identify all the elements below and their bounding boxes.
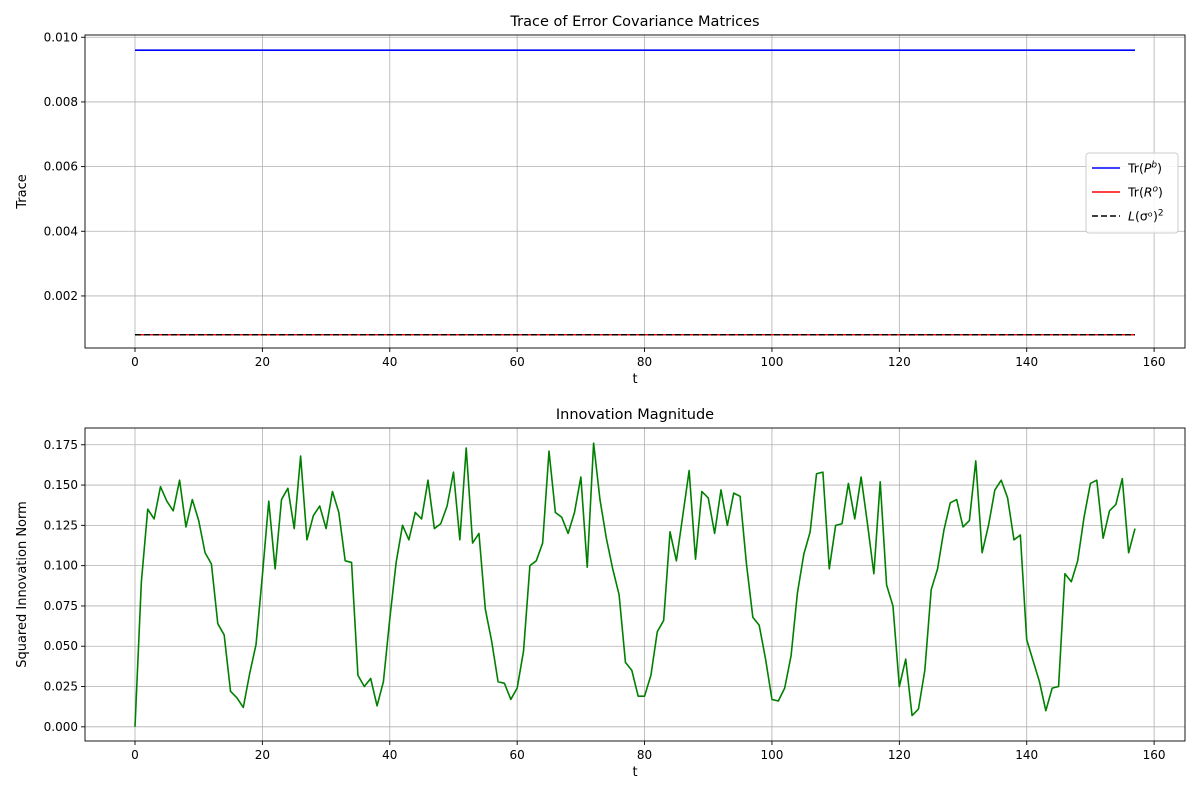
x-tick-label: 140 [1015, 748, 1038, 762]
y-axis-label: Squared Innovation Norm [15, 501, 30, 668]
legend-text: Tr( [1127, 185, 1144, 200]
x-tick-label: 20 [255, 748, 270, 762]
x-tick-label: 80 [637, 748, 652, 762]
legend-box [1085, 152, 1179, 234]
y-axis-label: Trace [15, 174, 30, 210]
x-tick-label: 160 [1143, 748, 1166, 762]
x-tick-label: 140 [1015, 355, 1038, 369]
y-tick-label: 0.125 [44, 518, 78, 532]
legend-sup: b [1151, 161, 1157, 171]
y-tick-label: 0.010 [44, 30, 78, 44]
y-tick-label: 0.100 [44, 559, 78, 573]
legend-entry: L(σᵒ)2 [1128, 209, 1164, 224]
y-tick-label: 0.006 [44, 160, 78, 174]
chart-title: Innovation Magnitude [556, 407, 714, 423]
legend-entry: Tr(Ro) [1127, 185, 1163, 200]
x-tick-label: 20 [255, 355, 270, 369]
x-tick-label: 60 [510, 355, 525, 369]
y-tick-label: 0.002 [44, 289, 78, 303]
legend-entry: Tr(Pb) [1127, 161, 1162, 176]
axes-frame [84, 34, 1186, 349]
chart-title: Trace of Error Covariance Matrices [509, 14, 759, 30]
y-tick-label: 0.175 [44, 438, 78, 452]
x-tick-label: 60 [510, 748, 525, 762]
x-tick-label: 40 [382, 748, 397, 762]
legend-text: ) [1157, 161, 1162, 176]
legend-var: L [1128, 209, 1135, 224]
y-tick-label: 0.050 [44, 639, 78, 653]
x-tick-label: 100 [760, 355, 783, 369]
x-tick-label: 0 [131, 355, 139, 369]
legend-text: (σᵒ) [1135, 209, 1158, 224]
x-tick-label: 160 [1143, 355, 1166, 369]
x-tick-label: 0 [131, 748, 139, 762]
series-line-1 [134, 442, 1136, 727]
y-tick-label: 0.008 [44, 95, 78, 109]
axes-frame [84, 427, 1186, 742]
legend-text: ) [1158, 185, 1163, 200]
legend-var: R [1144, 185, 1153, 200]
y-tick-label: 0.004 [44, 224, 78, 238]
x-tick-label: 80 [637, 355, 652, 369]
chart-panel-2: 0 20 40 60 80 100 120 140 160 0.000 0.025 0.050 0.07… [15, 407, 1186, 780]
x-tick-label: 100 [760, 748, 783, 762]
y-tick-label: 0.150 [44, 478, 78, 492]
legend-text: Tr( [1127, 161, 1144, 176]
legend-sup: 2 [1158, 209, 1164, 219]
x-tick-label: 40 [382, 355, 397, 369]
x-axis-label: t [632, 372, 637, 387]
legend-sup: o [1153, 185, 1159, 195]
x-tick-label: 120 [888, 748, 911, 762]
x-tick-label: 120 [888, 355, 911, 369]
chart-panel-1: 0 20 40 60 80 100 120 140 160 0.002 0.004 0.006 0.00… [15, 14, 1186, 387]
legend-var: P [1144, 161, 1152, 176]
y-tick-label: 0.075 [44, 599, 78, 613]
legend: Tr(Pb)Tr(Ro)L(σᵒ)2 [1085, 152, 1179, 234]
x-axis-label: t [632, 765, 637, 780]
y-tick-label: 0.000 [44, 720, 78, 734]
y-tick-label: 0.025 [44, 680, 78, 694]
